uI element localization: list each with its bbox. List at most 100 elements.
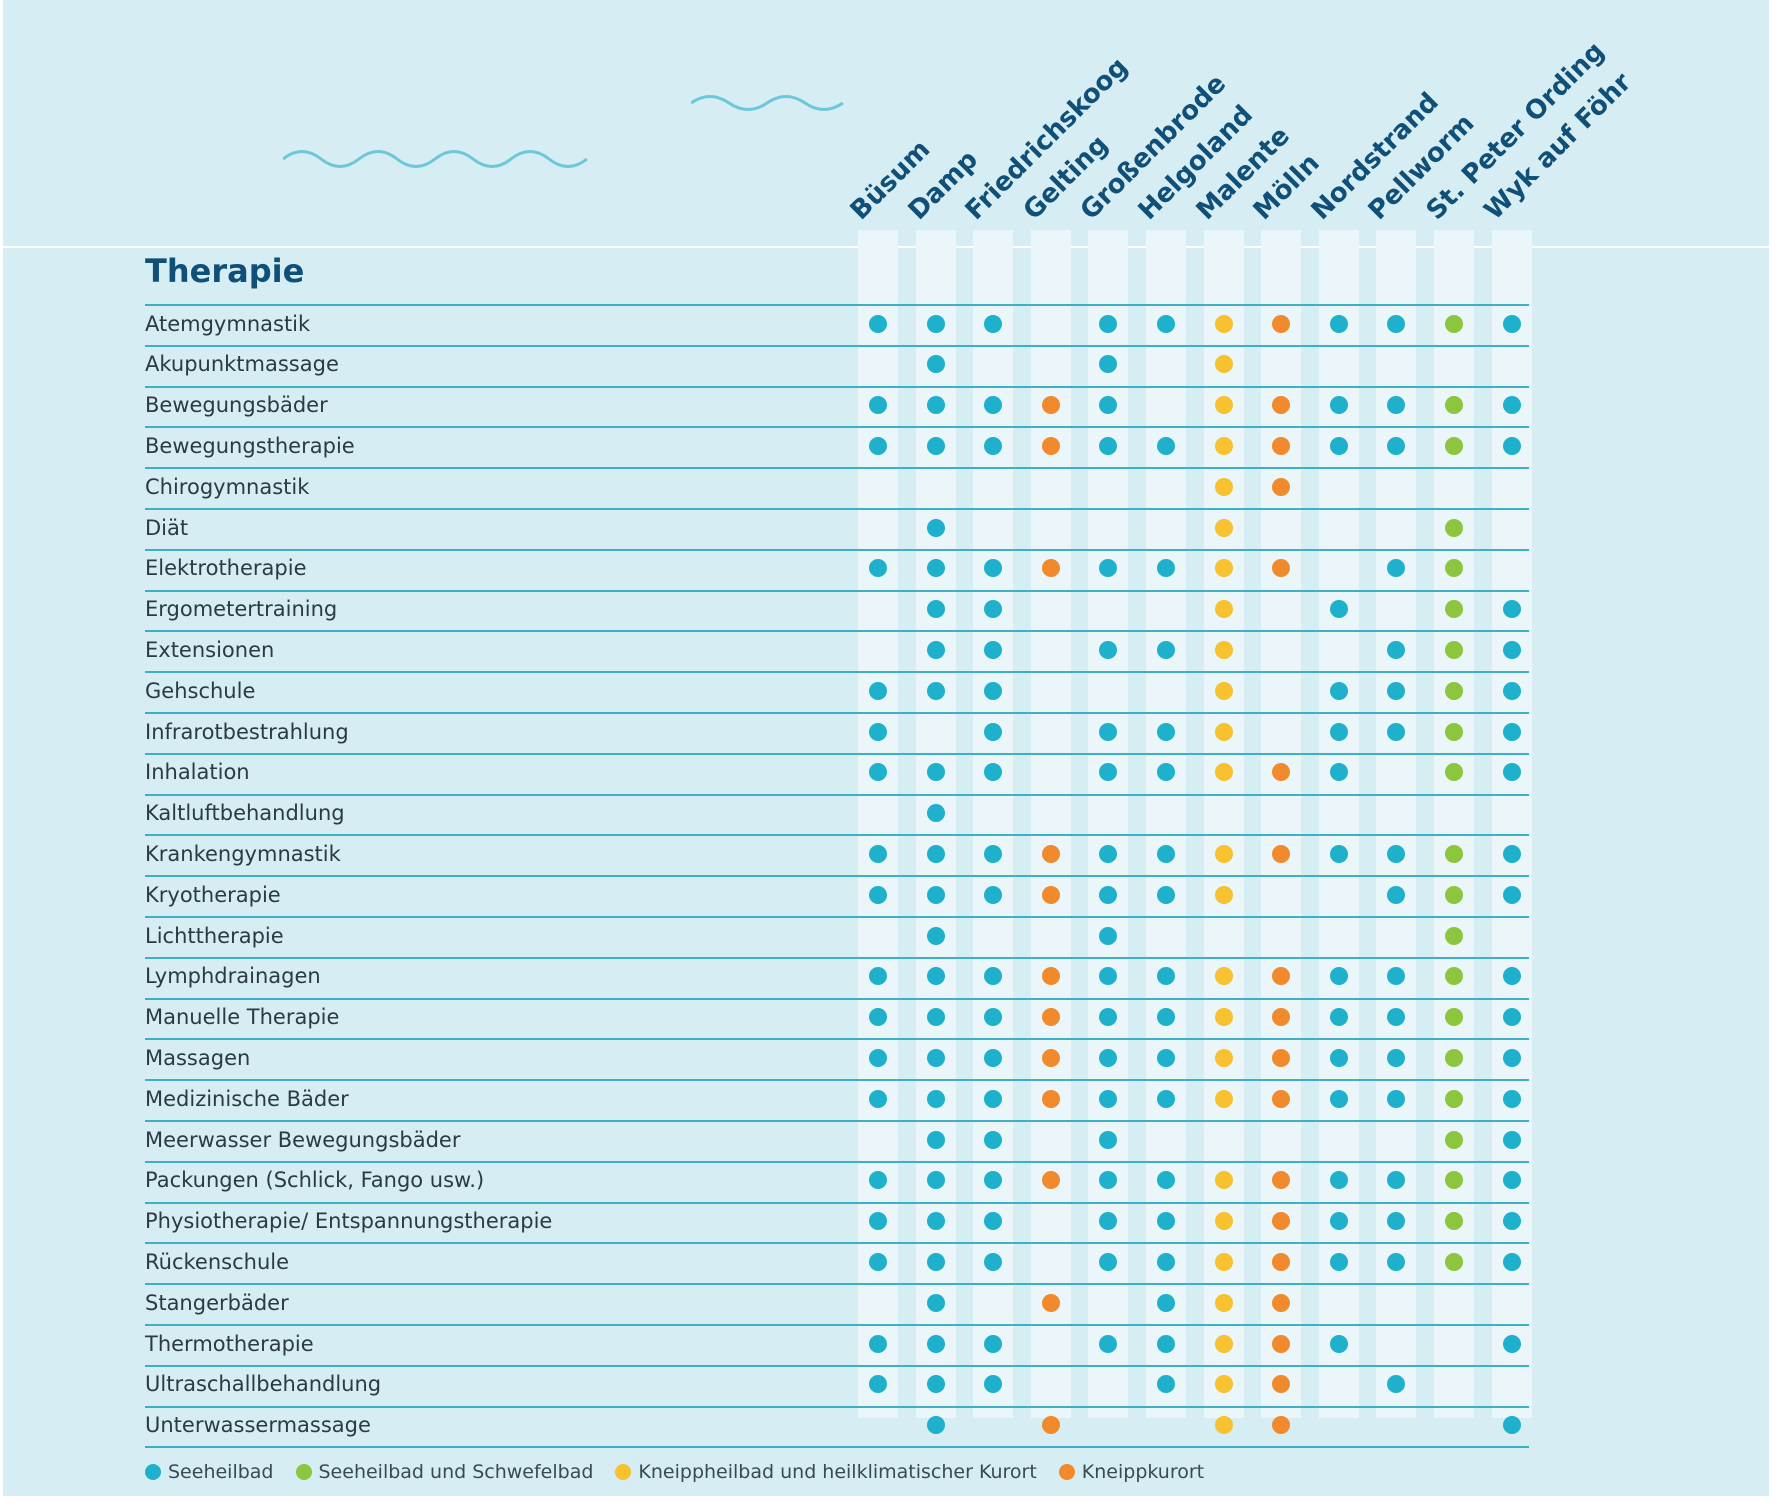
availability-dot: [984, 722, 1003, 741]
availability-dot: [1041, 396, 1060, 415]
availability-dot: [926, 967, 945, 986]
availability-dot: [1272, 967, 1291, 986]
availability-dot: [926, 1293, 945, 1312]
availability-dot: [1502, 1130, 1521, 1149]
availability-dot: [1387, 1375, 1406, 1394]
availability-dot: [926, 1171, 945, 1190]
availability-dot: [984, 640, 1003, 659]
availability-dot: [1157, 1375, 1175, 1394]
availability-dot: [869, 1375, 887, 1394]
availability-dot: [1329, 1089, 1348, 1108]
availability-dot: [1445, 396, 1463, 415]
availability-dot: [1214, 1416, 1233, 1435]
availability-dot: [1099, 314, 1118, 333]
availability-dot: [1329, 1048, 1348, 1067]
row-divider: [145, 1038, 1529, 1041]
availability-dot: [1099, 1008, 1118, 1027]
availability-dot: [984, 763, 1003, 782]
availability-dot: [1502, 1252, 1521, 1271]
availability-dot: [1214, 559, 1233, 578]
therapy-label: Inhalation: [145, 760, 250, 785]
availability-dot: [1329, 844, 1348, 863]
availability-dot: [1099, 763, 1118, 782]
availability-dot: [1099, 1171, 1118, 1190]
row-divider: [145, 834, 1529, 837]
therapy-label: Akupunktmassage: [145, 352, 339, 377]
availability-dot: [926, 396, 945, 415]
column-band: [1146, 230, 1186, 1418]
availability-dot: [1445, 763, 1463, 782]
availability-dot: [869, 722, 887, 741]
therapy-label: Atemgymnastik: [145, 311, 311, 336]
availability-dot: [869, 1252, 887, 1271]
availability-dot: [1272, 1171, 1291, 1190]
row-divider: [145, 344, 1529, 347]
availability-dot: [1041, 1089, 1060, 1108]
therapy-label: Physiotherapie/ Entspannungstherapie: [145, 1209, 553, 1234]
availability-dot: [1099, 722, 1118, 741]
legend-label: Seeheilbad und Schwefelbad: [318, 1461, 594, 1483]
legend-item: Seeheilbad und Schwefelbad: [295, 1461, 594, 1483]
row-divider: [145, 630, 1529, 633]
availability-dot: [869, 1212, 887, 1231]
availability-dot: [984, 1252, 1003, 1271]
availability-dot: [1445, 1212, 1463, 1231]
row-divider: [145, 426, 1529, 429]
header-panel: [3, 0, 1769, 246]
availability-dot: [1329, 1334, 1348, 1353]
availability-dot: [1387, 1252, 1406, 1271]
availability-dot: [1157, 763, 1175, 782]
availability-dot: [1387, 885, 1406, 904]
row-divider: [145, 467, 1529, 470]
availability-dot: [1041, 1048, 1060, 1067]
availability-dot: [1157, 885, 1175, 904]
availability-dot: [1157, 559, 1175, 578]
availability-dot: [1214, 1008, 1233, 1027]
availability-dot: [1445, 681, 1463, 700]
availability-dot: [984, 1048, 1003, 1067]
availability-dot: [1502, 763, 1521, 782]
therapy-label: Meerwasser Bewegungsbäder: [145, 1127, 461, 1152]
availability-dot: [1502, 1212, 1521, 1231]
availability-dot: [1157, 1089, 1175, 1108]
availability-dot: [1445, 640, 1463, 659]
availability-dot: [1214, 1048, 1233, 1067]
legend-item: Kneippkurort: [1058, 1461, 1204, 1483]
availability-dot: [984, 844, 1003, 863]
availability-dot: [1157, 1252, 1175, 1271]
availability-dot: [1214, 314, 1233, 333]
availability-dot: [1214, 885, 1233, 904]
availability-dot: [926, 804, 945, 823]
availability-dot: [869, 559, 887, 578]
therapy-label: Rückenschule: [145, 1249, 290, 1274]
availability-dot: [984, 436, 1003, 455]
legend-dot: [615, 1464, 632, 1480]
row-divider: [145, 1364, 1529, 1367]
availability-dot: [1272, 1416, 1291, 1435]
availability-dot: [1099, 396, 1118, 415]
availability-dot: [1445, 885, 1463, 904]
availability-dot: [1387, 640, 1406, 659]
therapy-label: Elektrotherapie: [145, 556, 307, 581]
availability-dot: [1214, 1212, 1233, 1231]
availability-dot: [869, 396, 887, 415]
availability-dot: [1041, 436, 1060, 455]
availability-dot: [869, 844, 887, 863]
availability-dot: [1157, 844, 1175, 863]
availability-dot: [1445, 926, 1463, 945]
availability-dot: [984, 885, 1003, 904]
availability-dot: [1041, 844, 1060, 863]
availability-dot: [926, 763, 945, 782]
availability-dot: [926, 885, 945, 904]
availability-dot: [1445, 1252, 1463, 1271]
row-divider: [145, 1324, 1529, 1326]
therapy-label: Lichttherapie: [145, 923, 284, 948]
availability-dot: [1041, 885, 1060, 904]
availability-dot: [926, 314, 945, 333]
row-divider: [145, 712, 1529, 714]
availability-dot: [1445, 967, 1463, 986]
availability-dot: [1387, 1212, 1406, 1231]
row-divider: [145, 1160, 1529, 1163]
row-divider: [145, 1079, 1529, 1082]
availability-dot: [926, 436, 945, 455]
